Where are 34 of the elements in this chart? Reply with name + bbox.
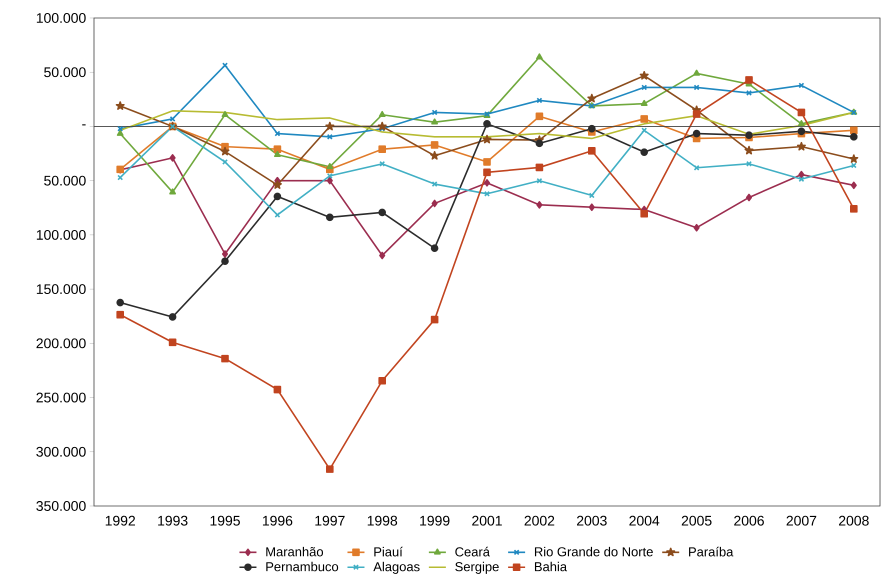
y-tick-label: 350.000 <box>36 501 86 511</box>
legend-label: Ceará <box>455 546 490 556</box>
legend-label: Paraíba <box>689 546 734 556</box>
x-tick-label: 2008 <box>839 516 869 526</box>
legend-label: Alagoas <box>373 562 420 574</box>
y-tick-label: - <box>82 124 86 126</box>
x-tick-label: 1999 <box>420 516 450 526</box>
y-tick-label: 150.000 <box>36 284 86 294</box>
x-tick-label: 1992 <box>106 516 136 526</box>
x-tick-label: 1997 <box>315 516 345 526</box>
y-tick-label: 300.000 <box>36 446 86 457</box>
y-tick-label: 100.000 <box>36 230 86 240</box>
legend-label: Rio Grande do Norte <box>534 546 653 556</box>
x-tick-label: 2007 <box>786 516 816 526</box>
x-tick-label: 1995 <box>210 516 240 526</box>
legend-label: Piauí <box>374 546 403 556</box>
legend-label: Pernambuco <box>266 562 338 572</box>
y-tick-label: 100.000 <box>36 13 86 23</box>
y-tick-label: 50.000 <box>44 67 86 78</box>
x-tick-label: 2004 <box>629 516 660 526</box>
x-tick-label: 2005 <box>682 516 712 526</box>
x-tick-label: 2003 <box>576 516 607 526</box>
x-tick-label: 2006 <box>734 516 764 526</box>
legend-label: Bahia <box>534 562 568 572</box>
legend-label: Sergipe <box>455 562 499 574</box>
x-tick-label: 1998 <box>368 516 398 526</box>
y-tick-label: 200.000 <box>36 338 86 348</box>
y-tick-label: 50.000 <box>44 176 86 186</box>
x-tick-label: 2001 <box>472 516 502 526</box>
x-tick-label: 1996 <box>262 516 292 526</box>
legend-label: Maranhão <box>266 546 324 556</box>
x-tick-label: 1993 <box>158 516 188 526</box>
y-tick-label: 250.000 <box>36 392 86 402</box>
x-tick-label: 2002 <box>524 516 554 526</box>
